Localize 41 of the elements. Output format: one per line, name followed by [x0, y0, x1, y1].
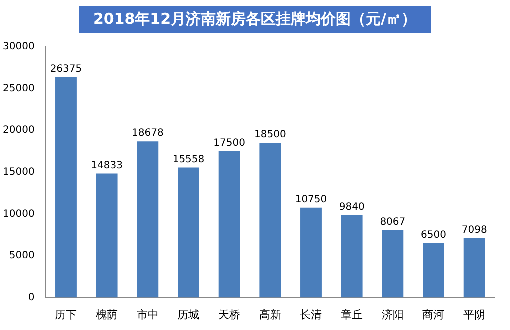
- y-tick-label: 0: [28, 292, 35, 304]
- data-label: 8067: [380, 216, 406, 228]
- bar: [464, 238, 486, 298]
- chart-title: 2018年12月济南新房各区挂牌均价图（元/㎡）: [79, 6, 431, 33]
- bar: [178, 168, 200, 298]
- y-tick-label: 10000: [3, 208, 35, 220]
- bar: [341, 216, 363, 298]
- data-label: 9840: [339, 202, 365, 214]
- y-tick-label: 20000: [3, 125, 35, 136]
- data-label: 10750: [295, 194, 328, 206]
- bar: [56, 77, 77, 298]
- x-tick-label: 平阴: [464, 308, 486, 322]
- bar: [137, 142, 159, 298]
- x-tick-label: 长清: [300, 308, 322, 322]
- x-tick-label: 章丘: [341, 308, 364, 322]
- data-label: 26375: [50, 64, 82, 75]
- bar: [382, 230, 404, 298]
- bar: [260, 143, 282, 298]
- y-tick-label: 30000: [3, 42, 35, 53]
- x-tick-label: 历城: [178, 308, 200, 322]
- x-tick-label: 高新: [259, 308, 282, 322]
- data-label: 17500: [214, 138, 246, 150]
- y-tick-label: 25000: [3, 83, 35, 94]
- bar: [96, 174, 118, 298]
- bar: [423, 243, 444, 298]
- x-tick-label: 天桥: [218, 308, 241, 322]
- data-label: 6500: [421, 230, 446, 242]
- data-label: 15558: [172, 154, 205, 166]
- data-label: 18500: [254, 130, 286, 141]
- x-tick-label: 市中: [136, 308, 159, 322]
- x-tick-label: 槐荫: [96, 308, 118, 322]
- bar: [300, 208, 322, 298]
- x-tick-label: 济阳: [382, 308, 404, 322]
- x-tick-label: 商河: [422, 308, 445, 322]
- bar: [218, 152, 240, 298]
- data-label: 18678: [132, 128, 164, 140]
- x-tick-label: 历下: [55, 308, 78, 322]
- y-tick-label: 15000: [3, 166, 35, 178]
- y-tick-label: 5000: [9, 250, 35, 262]
- data-label: 14833: [91, 160, 123, 172]
- data-label: 7098: [462, 225, 488, 236]
